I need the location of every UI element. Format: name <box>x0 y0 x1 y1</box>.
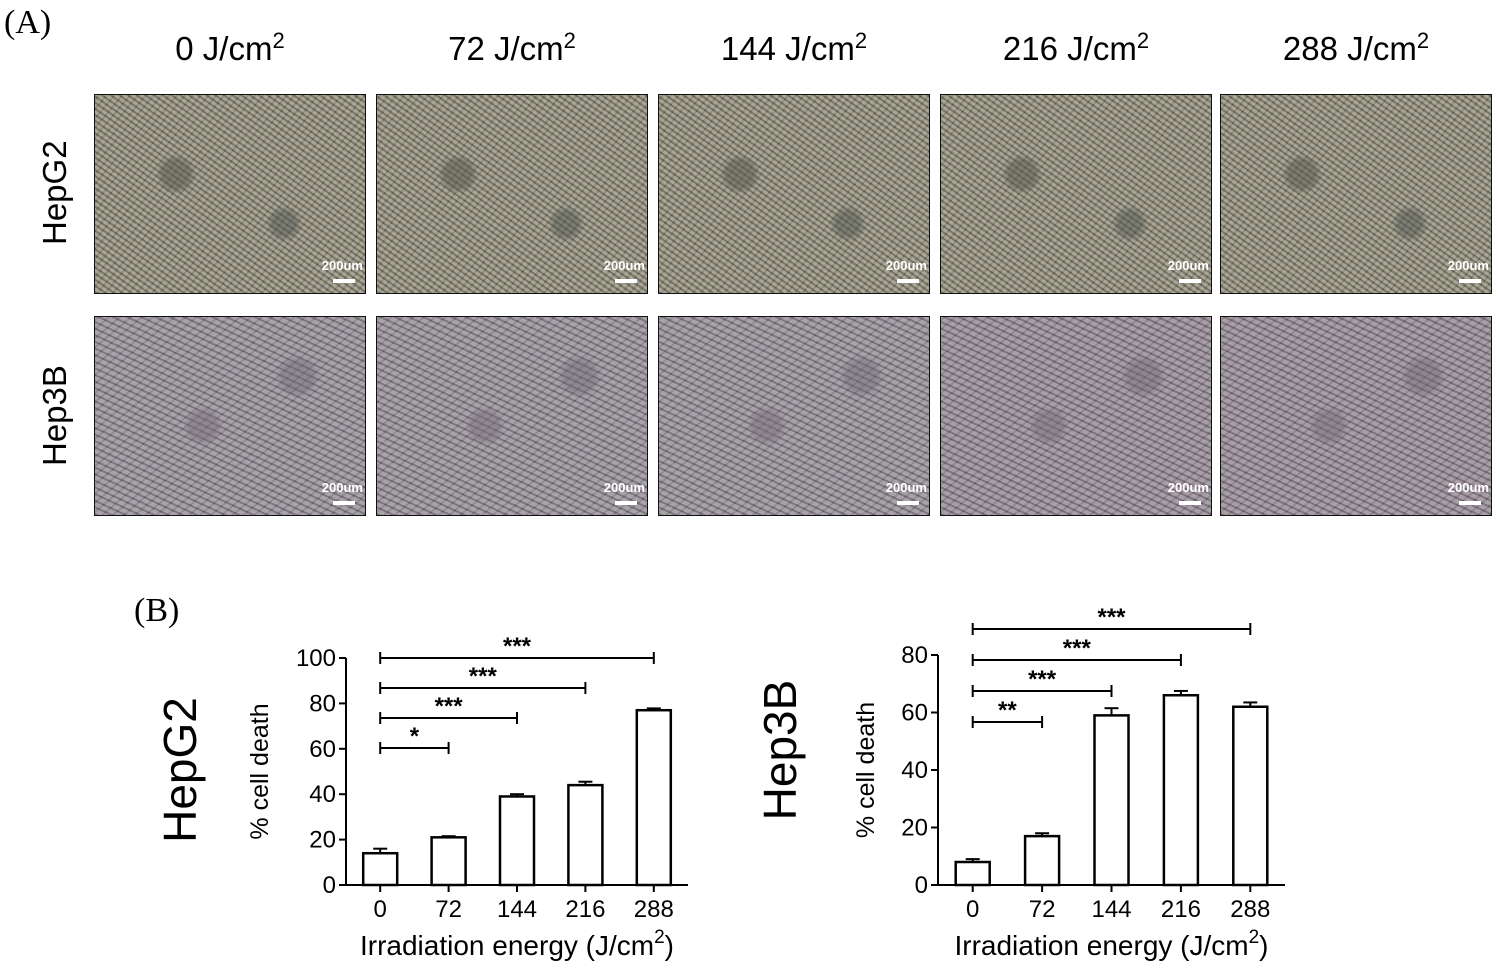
y-axis-label: % cell death <box>246 703 274 839</box>
column-header-288: 288 J/cm2 <box>1282 28 1430 67</box>
x-tick-label: 288 <box>634 896 674 923</box>
bar-144 <box>498 795 536 887</box>
micrograph-hep3b-144: 200um <box>658 316 930 516</box>
y-tick-label: 100 <box>296 645 336 672</box>
y-tick-label: 20 <box>309 827 336 854</box>
x-tick-label: 216 <box>565 896 605 923</box>
scale-bar-label: 200um <box>321 258 363 273</box>
y-tick-label: 60 <box>309 736 336 763</box>
significance-label: *** <box>435 693 464 720</box>
x-tick-label: 144 <box>1091 896 1131 923</box>
scale-bar <box>1179 279 1201 283</box>
bar-72 <box>1023 834 1061 887</box>
bar-288 <box>635 708 673 887</box>
panel-b-label: (B) <box>134 592 180 629</box>
x-tick-label: 0 <box>374 896 387 923</box>
significance-label: ** <box>998 697 1017 724</box>
scale-bar-label: 200um <box>885 258 927 273</box>
y-tick-label: 0 <box>915 872 928 899</box>
scale-bar <box>333 279 355 283</box>
scale-bar-label: 200um <box>1447 480 1489 495</box>
bar-0 <box>361 851 399 887</box>
x-axis-label: Irradiation energy (J/cm2) <box>954 927 1268 961</box>
scale-bar-label: 200um <box>1167 480 1209 495</box>
scale-bar-label: 200um <box>321 480 363 495</box>
y-tick-label: 80 <box>309 690 336 717</box>
chart-title: HepG2 <box>154 697 206 843</box>
panel-a-label: (A) <box>4 4 52 41</box>
column-header-0: 0 J/cm2 <box>175 28 285 67</box>
scale-bar-label: 200um <box>603 480 645 495</box>
micrograph-hepg2-72: 200um <box>376 94 648 294</box>
x-axis-label: Irradiation energy (J/cm2) <box>360 927 674 961</box>
scale-bar-label: 200um <box>603 258 645 273</box>
scale-bar <box>333 501 355 505</box>
chart-title: Hep3B <box>754 680 806 821</box>
bar-72 <box>430 836 467 887</box>
bar-216 <box>1162 694 1200 887</box>
scale-bar <box>1179 501 1201 505</box>
significance-label: *** <box>503 633 532 660</box>
bar-0 <box>954 860 991 887</box>
scale-bar <box>615 501 637 505</box>
micrograph-hepg2-288: 200um <box>1220 94 1492 294</box>
y-tick-label: 60 <box>901 700 928 727</box>
x-tick-label: 72 <box>1029 896 1056 923</box>
micrograph-hepg2-0: 200um <box>94 94 366 294</box>
y-tick-label: 0 <box>323 872 336 899</box>
significance-label: *** <box>1097 604 1126 631</box>
column-header-216: 216 J/cm2 <box>1002 28 1150 67</box>
x-tick-label: 144 <box>497 896 537 923</box>
micrograph-hepg2-216: 200um <box>940 94 1212 294</box>
scale-bar <box>615 279 637 283</box>
column-header-144: 144 J/cm2 <box>720 28 868 67</box>
micrograph-hepg2-144: 200um <box>658 94 930 294</box>
scale-bar <box>1459 279 1481 283</box>
scale-bar <box>1459 501 1481 505</box>
scale-bar-label: 200um <box>1167 258 1209 273</box>
significance-label: * <box>410 723 420 750</box>
significance-label: *** <box>469 663 498 690</box>
y-tick-label: 80 <box>901 642 928 669</box>
micrograph-hep3b-72: 200um <box>376 316 648 516</box>
significance-label: *** <box>1028 666 1057 693</box>
bar-216 <box>567 783 604 887</box>
x-tick-label: 216 <box>1161 896 1201 923</box>
micrograph-hep3b-0: 200um <box>94 316 366 516</box>
y-tick-label: 40 <box>901 757 928 784</box>
x-tick-label: 72 <box>435 896 462 923</box>
y-tick-label: 40 <box>309 781 336 808</box>
significance-label: *** <box>1063 635 1092 662</box>
x-tick-label: 288 <box>1230 896 1270 923</box>
bar-144 <box>1093 714 1130 887</box>
bar-288 <box>1232 705 1269 887</box>
column-header-72: 72 J/cm2 <box>448 28 576 67</box>
micrograph-hep3b-288: 200um <box>1220 316 1492 516</box>
y-axis-label: % cell death <box>852 702 880 838</box>
scale-bar-label: 200um <box>1447 258 1489 273</box>
scale-bar <box>897 501 919 505</box>
scale-bar <box>897 279 919 283</box>
x-tick-label: 0 <box>966 896 979 923</box>
y-tick-label: 20 <box>901 815 928 842</box>
scale-bar-label: 200um <box>885 480 927 495</box>
micrograph-hep3b-216: 200um <box>940 316 1212 516</box>
